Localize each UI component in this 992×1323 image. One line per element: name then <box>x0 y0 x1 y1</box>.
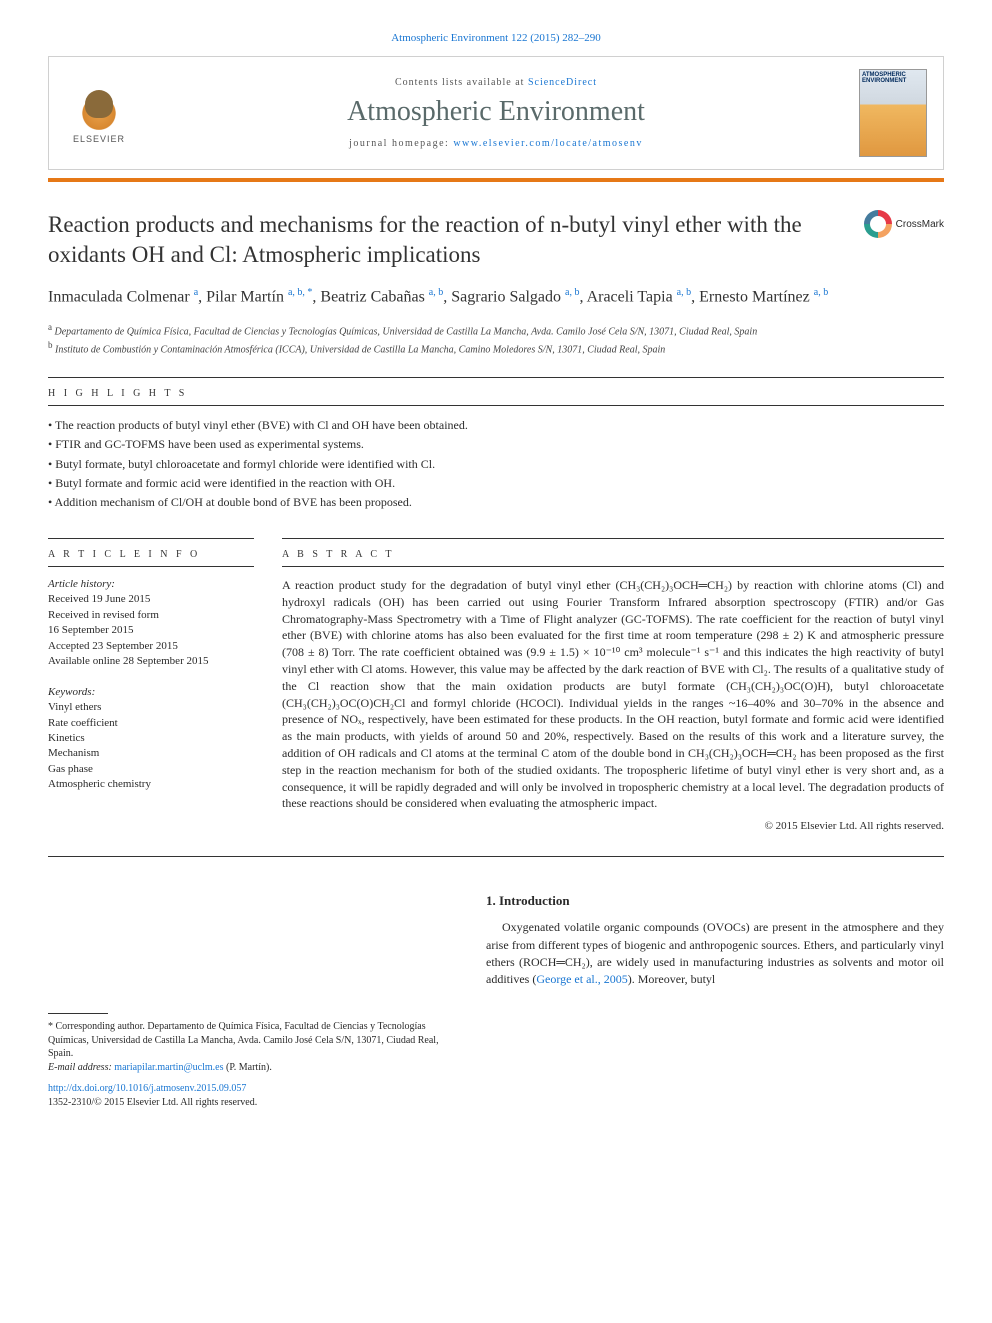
history-line: Accepted 23 September 2015 <box>48 639 254 654</box>
article-title: Reaction products and mechanisms for the… <box>48 210 848 270</box>
keywords-label: Keywords: <box>48 686 95 698</box>
highlights-label: H I G H L I G H T S <box>48 388 944 399</box>
highlight-item: FTIR and GC-TOFMS have been used as expe… <box>48 435 944 454</box>
highlight-item: Butyl formate and formic acid were ident… <box>48 474 944 493</box>
history-line: Received 19 June 2015 <box>48 592 254 607</box>
homepage-prefix: journal homepage: <box>349 138 453 149</box>
footnote-rule <box>48 1013 108 1014</box>
keyword: Atmospheric chemistry <box>48 777 254 792</box>
keyword: Rate coefficient <box>48 716 254 731</box>
divider <box>48 538 254 539</box>
keyword: Kinetics <box>48 731 254 746</box>
divider <box>48 856 944 857</box>
keyword: Mechanism <box>48 746 254 761</box>
divider <box>282 566 944 567</box>
divider <box>48 405 944 406</box>
journal-center: Contents lists available at ScienceDirec… <box>149 77 843 149</box>
homepage-link[interactable]: www.elsevier.com/locate/atmosenv <box>453 138 643 149</box>
article-info-label: A R T I C L E I N F O <box>48 549 254 560</box>
introduction-heading: 1. Introduction <box>486 893 944 909</box>
abstract-copyright: © 2015 Elsevier Ltd. All rights reserved… <box>282 820 944 832</box>
doi-link[interactable]: http://dx.doi.org/10.1016/j.atmosenv.201… <box>48 1083 246 1094</box>
citation-link[interactable]: George et al., 2005 <box>536 972 627 986</box>
journal-header-box: ELSEVIER Contents lists available at Sci… <box>48 56 944 170</box>
highlight-item: Addition mechanism of Cl/OH at double bo… <box>48 493 944 512</box>
email-link[interactable]: mariapilar.martin@uclm.es <box>114 1062 223 1073</box>
homepage-line: journal homepage: www.elsevier.com/locat… <box>149 138 843 149</box>
divider <box>282 538 944 539</box>
citation-header: Atmospheric Environment 122 (2015) 282–2… <box>48 32 944 44</box>
elsevier-logo: ELSEVIER <box>65 75 133 151</box>
highlights-list: The reaction products of butyl vinyl eth… <box>48 416 944 512</box>
elsevier-label: ELSEVIER <box>73 134 125 144</box>
history-line: Available online 28 September 2015 <box>48 654 254 669</box>
contents-line: Contents lists available at ScienceDirec… <box>149 77 843 88</box>
divider <box>48 377 944 378</box>
affiliations-block: a Departamento de Química Física, Facult… <box>48 321 944 358</box>
crossmark-badge[interactable]: CrossMark <box>864 210 944 238</box>
divider <box>48 566 254 567</box>
email-person: (P. Martín). <box>223 1062 271 1073</box>
article-info-block: Article history: Received 19 June 2015Re… <box>48 577 254 792</box>
keyword: Vinyl ethers <box>48 700 254 715</box>
history-line: 16 September 2015 <box>48 623 254 638</box>
sciencedirect-link[interactable]: ScienceDirect <box>528 77 597 88</box>
abstract-label: A B S T R A C T <box>282 549 944 560</box>
elsevier-tree-icon <box>73 82 125 134</box>
authors-line: Inmaculada Colmenar a, Pilar Martín a, b… <box>48 286 944 309</box>
history-label: Article history: <box>48 578 115 590</box>
history-line: Received in revised form <box>48 608 254 623</box>
abstract-text: A reaction product study for the degrada… <box>282 577 944 812</box>
contents-prefix: Contents lists available at <box>395 77 528 88</box>
journal-cover-thumbnail: ATMOSPHERIC ENVIRONMENT <box>859 69 927 157</box>
keyword: Gas phase <box>48 762 254 777</box>
footnote-corr: * Corresponding author. Departamento de … <box>48 1021 439 1059</box>
orange-divider <box>48 178 944 182</box>
doi-block: http://dx.doi.org/10.1016/j.atmosenv.201… <box>48 1082 458 1110</box>
introduction-paragraph: Oxygenated volatile organic compounds (O… <box>486 919 944 989</box>
highlight-item: Butyl formate, butyl chloroacetate and f… <box>48 455 944 474</box>
crossmark-icon <box>864 210 892 238</box>
highlight-item: The reaction products of butyl vinyl eth… <box>48 416 944 435</box>
intro-text-2: ). Moreover, butyl <box>628 972 716 986</box>
journal-name: Atmospheric Environment <box>149 96 843 128</box>
corresponding-author-footnote: * Corresponding author. Departamento de … <box>48 1020 458 1074</box>
email-label: E-mail address: <box>48 1062 114 1073</box>
crossmark-label: CrossMark <box>896 219 944 230</box>
issn-copyright: 1352-2310/© 2015 Elsevier Ltd. All right… <box>48 1097 257 1108</box>
